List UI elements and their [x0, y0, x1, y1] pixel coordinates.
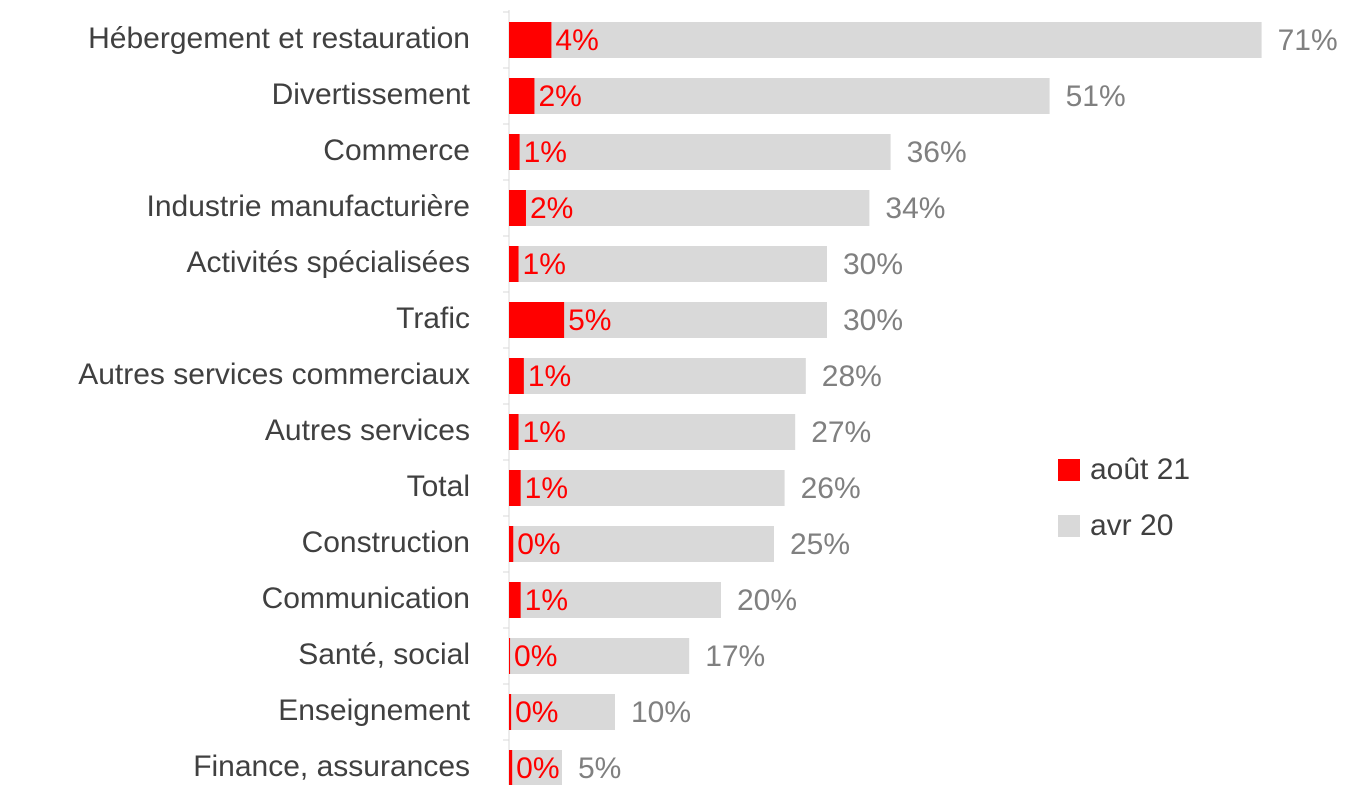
- bar: [509, 694, 615, 730]
- category-label: Enseignement: [278, 694, 470, 727]
- bar: [509, 694, 512, 730]
- category-label: Total: [407, 470, 470, 503]
- category-label: Commerce: [323, 134, 470, 167]
- bar: [509, 750, 513, 785]
- legend-swatch: [1058, 459, 1080, 481]
- value-label: 1%: [523, 248, 566, 281]
- value-label: 34%: [885, 192, 945, 225]
- bar: [509, 358, 524, 394]
- bar: [509, 470, 785, 506]
- bar: [509, 78, 535, 114]
- bar: [509, 78, 1050, 114]
- category-label: Autres services: [265, 414, 470, 447]
- value-label: 0%: [514, 640, 557, 673]
- value-label: 20%: [737, 584, 797, 617]
- value-label: 25%: [790, 528, 850, 561]
- bar: [509, 246, 519, 282]
- bar: [509, 302, 565, 338]
- bar: [509, 246, 827, 282]
- category-label: Activités spécialisées: [187, 246, 470, 279]
- bar: [509, 358, 806, 394]
- bar: [509, 582, 521, 618]
- bar: [509, 414, 796, 450]
- bar: [509, 22, 552, 58]
- value-label: 28%: [822, 360, 882, 393]
- value-label: 4%: [555, 24, 598, 57]
- value-label: 71%: [1278, 24, 1338, 57]
- bar: [509, 582, 721, 618]
- bar: [509, 526, 774, 562]
- value-label: 10%: [631, 696, 691, 729]
- category-label: Autres services commerciaux: [78, 358, 470, 391]
- value-label: 2%: [530, 192, 573, 225]
- value-label: 0%: [516, 752, 559, 785]
- bar: [509, 190, 870, 226]
- legend-label: avr 20: [1090, 509, 1173, 542]
- value-label: 5%: [568, 304, 611, 337]
- value-label: 30%: [843, 248, 903, 281]
- value-label: 0%: [515, 696, 558, 729]
- bar: [509, 470, 521, 506]
- bar: [509, 22, 1262, 58]
- category-label: Santé, social: [298, 638, 470, 671]
- bar: [509, 414, 519, 450]
- value-label: 51%: [1066, 80, 1126, 113]
- bar: [509, 638, 511, 674]
- category-label: Trafic: [396, 302, 470, 335]
- legend-swatch: [1058, 515, 1080, 537]
- value-label: 1%: [528, 360, 571, 393]
- bar: [509, 134, 891, 170]
- category-label: Divertissement: [272, 78, 471, 111]
- value-label: 36%: [907, 136, 967, 169]
- bar: [509, 750, 562, 785]
- bar: [509, 526, 514, 562]
- value-label: 27%: [811, 416, 871, 449]
- bar: [509, 190, 526, 226]
- legend-label: août 21: [1090, 453, 1190, 486]
- category-label: Finance, assurances: [193, 750, 470, 783]
- category-label: Construction: [302, 526, 470, 559]
- category-label: Industrie manufacturière: [147, 190, 471, 223]
- value-label: 1%: [524, 136, 567, 169]
- value-label: 1%: [525, 472, 568, 505]
- value-label: 2%: [538, 80, 581, 113]
- value-label: 17%: [705, 640, 765, 673]
- value-label: 1%: [525, 584, 568, 617]
- value-label: 5%: [578, 752, 621, 785]
- value-label: 30%: [843, 304, 903, 337]
- category-label: Hébergement et restauration: [88, 22, 470, 55]
- value-label: 0%: [517, 528, 560, 561]
- bar: [509, 134, 520, 170]
- bar: [509, 638, 690, 674]
- value-label: 26%: [801, 472, 861, 505]
- value-label: 1%: [523, 416, 566, 449]
- category-label: Communication: [262, 582, 470, 615]
